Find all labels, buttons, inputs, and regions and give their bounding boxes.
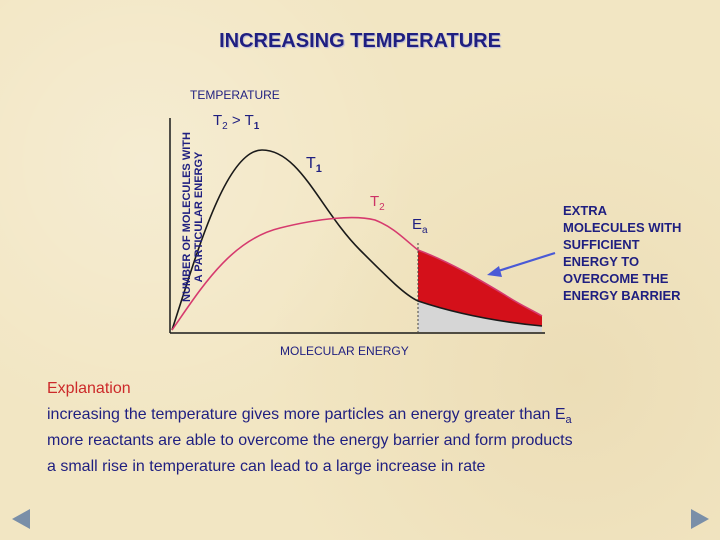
comparison-t1: T — [244, 112, 254, 129]
extra-molecules-region — [418, 250, 542, 326]
t1-label-text: T — [306, 155, 316, 172]
extra-note-line: OVERCOME THE — [563, 271, 669, 286]
triangle-left-icon — [12, 509, 30, 529]
t2-label-text: T — [370, 193, 380, 210]
t1-label-sub: 1 — [315, 163, 322, 176]
explanation-line-1: increasing the temperature gives more pa… — [47, 406, 572, 426]
explanation-line-1-text: increasing the temperature gives more pa… — [47, 406, 566, 423]
t1-curve-label: T1 — [306, 155, 322, 175]
t1-area-above-ea — [418, 301, 542, 332]
slide-title: INCREASING TEMPERATURE — [219, 30, 501, 52]
y-axis-label-line2: A PARTICULAR ENERGY — [193, 151, 205, 283]
t1-curve — [171, 149, 543, 331]
extra-note-line: MOLECULES WITH — [563, 220, 682, 235]
extra-note-line: SUFFICIENT — [563, 237, 640, 252]
comparison-t2: T — [213, 112, 223, 129]
x-axis-label: MOLECULAR ENERGY — [280, 344, 409, 358]
y-axis-label-line1: NUMBER OF MOLECULES WITH — [181, 132, 193, 302]
extra-note-line: ENERGY BARRIER — [563, 288, 681, 303]
explanation-line-1-sub: a — [565, 414, 572, 427]
ea-label-sub: a — [422, 225, 428, 236]
temperature-heading: TEMPERATURE — [190, 88, 280, 102]
comparison-t2-sub: 2 — [222, 121, 228, 132]
ea-label-text: E — [412, 216, 423, 233]
extra-note-line: ENERGY TO — [563, 254, 640, 269]
next-slide-button[interactable] — [689, 508, 711, 530]
t2-curve-label: T2 — [370, 193, 385, 213]
extra-note-line: EXTRA — [563, 203, 608, 218]
arrow-to-region — [494, 251, 556, 274]
extra-molecules-note: EXTRA MOLECULES WITH SUFFICIENT ENERGY T… — [563, 202, 703, 304]
t2-label-sub: 2 — [379, 202, 385, 213]
explanation-heading: Explanation — [47, 380, 131, 397]
temperature-comparison: T2 > T1 — [213, 112, 259, 132]
explanation-line-3: a small rise in temperature can lead to … — [47, 458, 486, 475]
comparison-operator: > — [227, 112, 245, 129]
comparison-t1-sub: 1 — [253, 121, 260, 132]
arrowhead-icon — [487, 266, 502, 277]
explanation-line-2: more reactants are able to overcome the … — [47, 432, 573, 449]
triangle-right-icon — [691, 509, 709, 529]
y-axis-label: NUMBER OF MOLECULES WITH A PARTICULAR EN… — [181, 107, 205, 327]
previous-slide-button[interactable] — [10, 508, 32, 530]
activation-energy-label: Ea — [412, 216, 428, 236]
t2-curve — [171, 216, 543, 331]
